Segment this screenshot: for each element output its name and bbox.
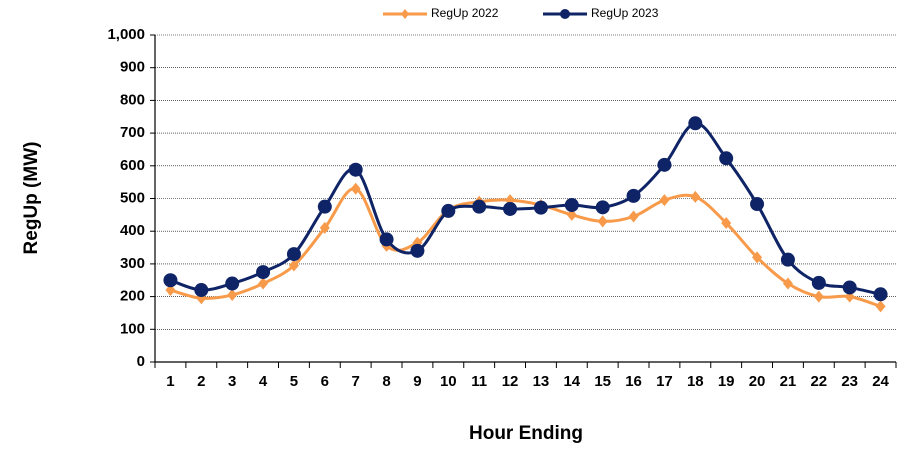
marker bbox=[811, 275, 826, 290]
marker bbox=[288, 259, 299, 272]
marker bbox=[626, 188, 641, 203]
y-tick-label: 700 bbox=[120, 124, 145, 141]
x-tick-label: 12 bbox=[502, 373, 519, 390]
marker bbox=[659, 194, 670, 207]
marker bbox=[503, 201, 518, 216]
marker bbox=[752, 251, 763, 264]
marker bbox=[873, 287, 888, 302]
x-tick-label: 9 bbox=[413, 373, 421, 390]
x-tick-label: 5 bbox=[290, 373, 298, 390]
marker bbox=[533, 200, 548, 215]
marker bbox=[597, 215, 608, 228]
y-axis-title: RegUp (MW) bbox=[21, 142, 42, 255]
marker bbox=[194, 283, 209, 298]
marker bbox=[317, 199, 332, 214]
x-tick-label: 6 bbox=[321, 373, 329, 390]
x-tick-label: 21 bbox=[780, 373, 797, 390]
marker bbox=[750, 197, 765, 212]
marker bbox=[258, 277, 269, 290]
marker bbox=[688, 116, 703, 131]
marker bbox=[350, 182, 361, 195]
marker bbox=[813, 290, 824, 303]
x-tick-label: 24 bbox=[872, 373, 889, 390]
marker bbox=[379, 232, 394, 247]
x-tick-label: 17 bbox=[656, 373, 673, 390]
y-tick-label: 300 bbox=[120, 255, 145, 272]
x-tick-label: 14 bbox=[563, 373, 580, 390]
x-tick-label: 23 bbox=[841, 373, 858, 390]
marker bbox=[566, 208, 577, 221]
y-tick-label: 0 bbox=[137, 353, 145, 370]
marker bbox=[780, 252, 795, 267]
marker bbox=[628, 210, 639, 223]
marker bbox=[657, 157, 672, 172]
marker bbox=[690, 190, 701, 203]
x-tick-label: 19 bbox=[718, 373, 735, 390]
y-tick-label: 200 bbox=[120, 288, 145, 305]
y-tick-label: 500 bbox=[120, 189, 145, 206]
x-axis-title: Hour Ending bbox=[469, 423, 583, 444]
x-tick-label: 8 bbox=[382, 373, 390, 390]
marker bbox=[441, 203, 456, 218]
marker bbox=[286, 247, 301, 262]
y-tick-label: 100 bbox=[120, 320, 145, 337]
x-tick-label: 13 bbox=[533, 373, 550, 390]
y-tick-label: 400 bbox=[120, 222, 145, 239]
legend-label: RegUp 2023 bbox=[591, 6, 659, 20]
legend-marker bbox=[560, 9, 570, 19]
x-tick-label: 1 bbox=[166, 373, 174, 390]
marker bbox=[410, 243, 425, 258]
x-tick-label: 22 bbox=[810, 373, 827, 390]
x-tick-label: 2 bbox=[197, 373, 205, 390]
marker bbox=[227, 288, 238, 301]
x-tick-label: 7 bbox=[352, 373, 360, 390]
x-tick-label: 11 bbox=[471, 373, 487, 390]
marker bbox=[256, 265, 271, 280]
x-tick-label: 18 bbox=[687, 373, 704, 390]
line bbox=[169, 121, 881, 296]
x-tick-label: 10 bbox=[440, 373, 457, 390]
marker bbox=[163, 273, 178, 288]
marker bbox=[472, 199, 487, 214]
legend-marker bbox=[401, 9, 409, 19]
marker bbox=[564, 198, 579, 213]
marker bbox=[721, 217, 732, 230]
y-tick-label: 600 bbox=[120, 157, 145, 174]
marker bbox=[225, 276, 240, 291]
x-tick-label: 3 bbox=[228, 373, 236, 390]
marker bbox=[319, 221, 330, 234]
legend-label: RegUp 2022 bbox=[431, 6, 499, 20]
marker bbox=[595, 200, 610, 215]
y-tick-label: 1,000 bbox=[107, 26, 145, 43]
line bbox=[170, 187, 882, 308]
marker bbox=[719, 151, 734, 166]
marker bbox=[348, 162, 363, 177]
y-tick-label: 800 bbox=[120, 91, 145, 108]
marker bbox=[165, 284, 176, 297]
marker bbox=[842, 280, 857, 295]
marker bbox=[875, 300, 886, 313]
x-tick-label: 20 bbox=[749, 373, 766, 390]
marker bbox=[782, 277, 793, 290]
x-tick-label: 4 bbox=[259, 373, 268, 390]
y-tick-label: 900 bbox=[120, 59, 145, 76]
x-tick-label: 16 bbox=[625, 373, 642, 390]
x-tick-label: 15 bbox=[594, 373, 611, 390]
